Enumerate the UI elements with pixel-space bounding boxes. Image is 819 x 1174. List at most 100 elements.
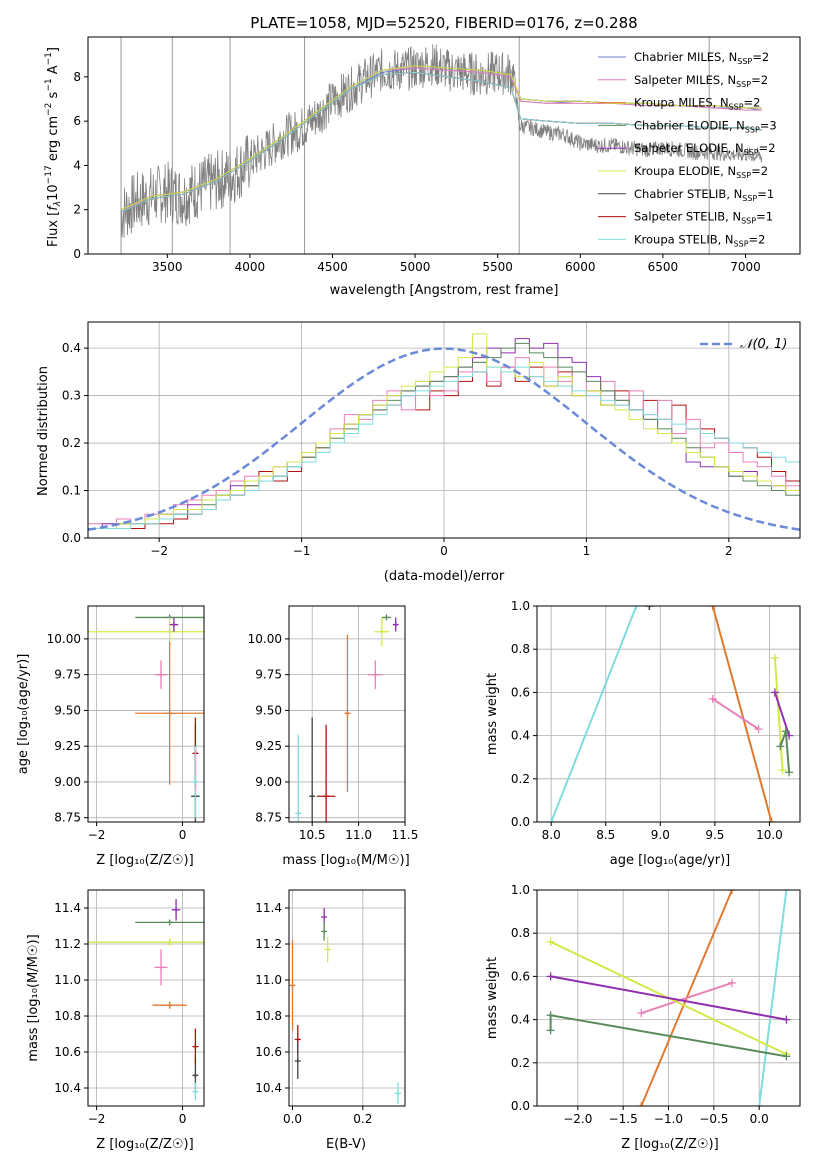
spectrum-tick-label-x: 5500: [482, 260, 513, 274]
histogram-step-1: [88, 357, 800, 538]
spectrum-tick-label-x: 7000: [730, 260, 761, 274]
age-weight-panel: 8.0 8.5 9.0 9.5 10.0 0.0 0.2 0.4 0.6 0.8 1.0: [511, 599, 801, 842]
ebv-mass-tick-label-y: 10.6: [255, 1045, 282, 1059]
legend-label-1: Salpeter MILES, NSSP=2: [634, 73, 768, 89]
z-age-tick-label-x: 0: [179, 828, 187, 842]
z-age-tick-label-y: 8.75: [54, 811, 81, 825]
z-age-tick-label-y: 10.00: [47, 632, 81, 646]
age-weight-tick-label-y: 0.8: [511, 642, 530, 656]
ebv-mass-tick-label-y: 10.8: [255, 1009, 282, 1023]
z-age-xlabel: Z [log₁₀(Z/Z☉)]: [96, 853, 193, 868]
ebv-mass-panel: 0.0 0.2 10.4 10.6 10.8 11.0 11.2 11.4: [255, 889, 406, 1126]
z-weight-tick-label-y: 0.8: [511, 926, 530, 940]
z-mass-panel: −2 0 10.4 10.6 10.8 11.0 11.2 11.4: [54, 889, 205, 1126]
age-weight-tick-label-x: 9.5: [705, 828, 724, 842]
mass-age-tick-label-y: 9.75: [255, 668, 282, 682]
z-mass-frame: [87, 889, 205, 1107]
age-weight-tick-label-x: 9.0: [651, 828, 670, 842]
z-age-panel: −2 0 8.75 9.00 9.25 9.50 9.75 10.00: [47, 605, 205, 842]
z-mass-tick-label-y: 11.2: [54, 937, 81, 951]
residual-tick-label-x: −2: [150, 544, 168, 558]
mass-age-tick-label-y: 9.50: [255, 703, 282, 717]
z-mass-tick-label-y: 11.0: [54, 973, 81, 987]
z-age-tick-label-y: 9.25: [54, 739, 81, 753]
legend-label-2: Kroupa MILES, NSSP=2: [634, 96, 760, 112]
spectrum-legend: Chabrier MILES, NSSP=2 Salpeter MILES, NS…: [598, 50, 777, 248]
model-line-5: [120, 65, 762, 211]
age-weight-line-3: [711, 606, 773, 822]
spectrum-tick-label-y: 6: [73, 114, 81, 128]
residual-xlabel: (data-model)/error: [384, 569, 505, 584]
residual-tick-label-y: 0.3: [62, 389, 81, 403]
z-weight-xlabel: Z [log₁₀(Z/Z☉)]: [621, 1137, 718, 1152]
age-weight-tick-label-y: 1.0: [511, 599, 530, 613]
observed-spectrum-line: [120, 44, 763, 238]
z-weight-ylabel: mass weight: [485, 957, 500, 1039]
normal-legend-label: 𝒩(0, 1): [740, 337, 787, 352]
z-mass-tick-label-y: 10.6: [54, 1045, 81, 1059]
chart-title: PLATE=1058, MJD=52520, FIBERID=0176, z=0…: [250, 14, 637, 32]
z-mass-tick-label-y: 10.8: [54, 1009, 81, 1023]
mass-age-tick-label-x: 10.5: [299, 828, 326, 842]
spectrum-tick-label-y: 2: [73, 203, 81, 217]
z-weight-line-4: [550, 975, 787, 1021]
residual-tick-label-y: 0.1: [62, 484, 81, 498]
mass-age-tick-label-x: 11.5: [392, 828, 419, 842]
residual-tick-label-x: −1: [293, 544, 311, 558]
z-weight-tick-label-x: −1.5: [609, 1112, 638, 1126]
mass-age-frame: [288, 605, 406, 823]
mass-age-tick-label-y: 9.00: [255, 775, 282, 789]
spectrum-tick-label-y: 0: [73, 247, 81, 261]
residual-legend: 𝒩(0, 1): [700, 337, 787, 352]
z-weight-tick-label-y: 0.6: [511, 969, 530, 983]
spectrum-tick-label-x: 4000: [235, 260, 266, 274]
z-weight-panel: −2.0 −1.5 −1.0 −0.5 0.0 0.0 0.2 0.4 0.6 0.8 1.0: [511, 883, 801, 1126]
z-age-tick-label-y: 9.00: [54, 775, 81, 789]
normal-curve-line: [88, 347, 800, 531]
mass-age-tick-label-y: 8.75: [255, 811, 282, 825]
legend-label-3: Chabrier ELODIE, NSSP=3: [634, 118, 777, 134]
spectrum-tick-label-x: 6000: [565, 260, 596, 274]
mass-age-tick-label-y: 9.25: [255, 739, 282, 753]
residual-tick-label-x: 0: [440, 544, 448, 558]
z-weight-tick-label-x: −2.0: [563, 1112, 592, 1126]
age-weight-plot-area: [547, 606, 794, 822]
z-mass-xlabel: Z [log₁₀(Z/Z☉)]: [96, 1137, 193, 1152]
z-weight-line-2: [640, 981, 733, 1015]
z-weight-tick-label-y: 0.2: [511, 1056, 530, 1070]
z-weight-tick-label-x: −0.5: [699, 1112, 728, 1126]
mass-age-tick-label-y: 10.00: [248, 632, 282, 646]
z-mass-ylabel: mass [log₁₀(M/M☉)]: [26, 934, 41, 1061]
age-weight-line-5: [773, 657, 784, 771]
spectrum-tick-label-x: 5000: [400, 260, 431, 274]
age-weight-line-6: [773, 692, 791, 736]
z-weight-tick-label-x: −1.0: [654, 1112, 683, 1126]
mass-age-panel: 10.5 11.0 11.5 8.75 9.00 9.25 9.50 9.75 10.00: [248, 605, 419, 842]
ebv-mass-tick-label-x: 0.0: [283, 1112, 302, 1126]
residual-tick-label-y: 0.2: [62, 436, 81, 450]
z-mass-tick-label-x: 0: [179, 1112, 187, 1126]
mass-age-xlabel: mass [log₁₀(M/M☉)]: [282, 853, 409, 868]
spectrum-xlabel: wavelength [Angstrom, rest frame]: [330, 283, 559, 298]
z-age-frame: [87, 605, 205, 823]
age-weight-tick-label-y: 0.6: [511, 685, 530, 699]
age-weight-tick-label-x: 10.0: [756, 828, 783, 842]
z-weight-tick-label-y: 0.0: [511, 1099, 530, 1113]
age-weight-xlabel: age [log₁₀(age/yr)]: [610, 853, 731, 868]
ebv-mass-tick-label-y: 11.0: [255, 973, 282, 987]
age-weight-tick-label-y: 0.2: [511, 772, 530, 786]
z-weight-tick-label-x: 0.0: [750, 1112, 769, 1126]
legend-label-4: Salpeter ELODIE, NSSP=2: [634, 141, 776, 157]
age-weight-tick-label-x: 8.5: [596, 828, 615, 842]
ebv-mass-frame: [288, 889, 406, 1107]
age-weight-line-4: [712, 698, 760, 730]
z-mass-tick-label-y: 10.4: [54, 1081, 81, 1095]
residual-tick-label-y: 0.0: [62, 531, 81, 545]
age-weight-tick-label-y: 0.4: [511, 729, 530, 743]
spectrum-tick-label-x: 4500: [317, 260, 348, 274]
z-age-tick-label-y: 9.75: [54, 668, 81, 682]
age-weight-ylabel: mass weight: [485, 673, 500, 755]
legend-label-0: Chabrier MILES, NSSP=2: [634, 50, 769, 66]
z-weight-tick-label-y: 1.0: [511, 883, 530, 897]
mass-age-tick-label-x: 11.0: [345, 828, 372, 842]
